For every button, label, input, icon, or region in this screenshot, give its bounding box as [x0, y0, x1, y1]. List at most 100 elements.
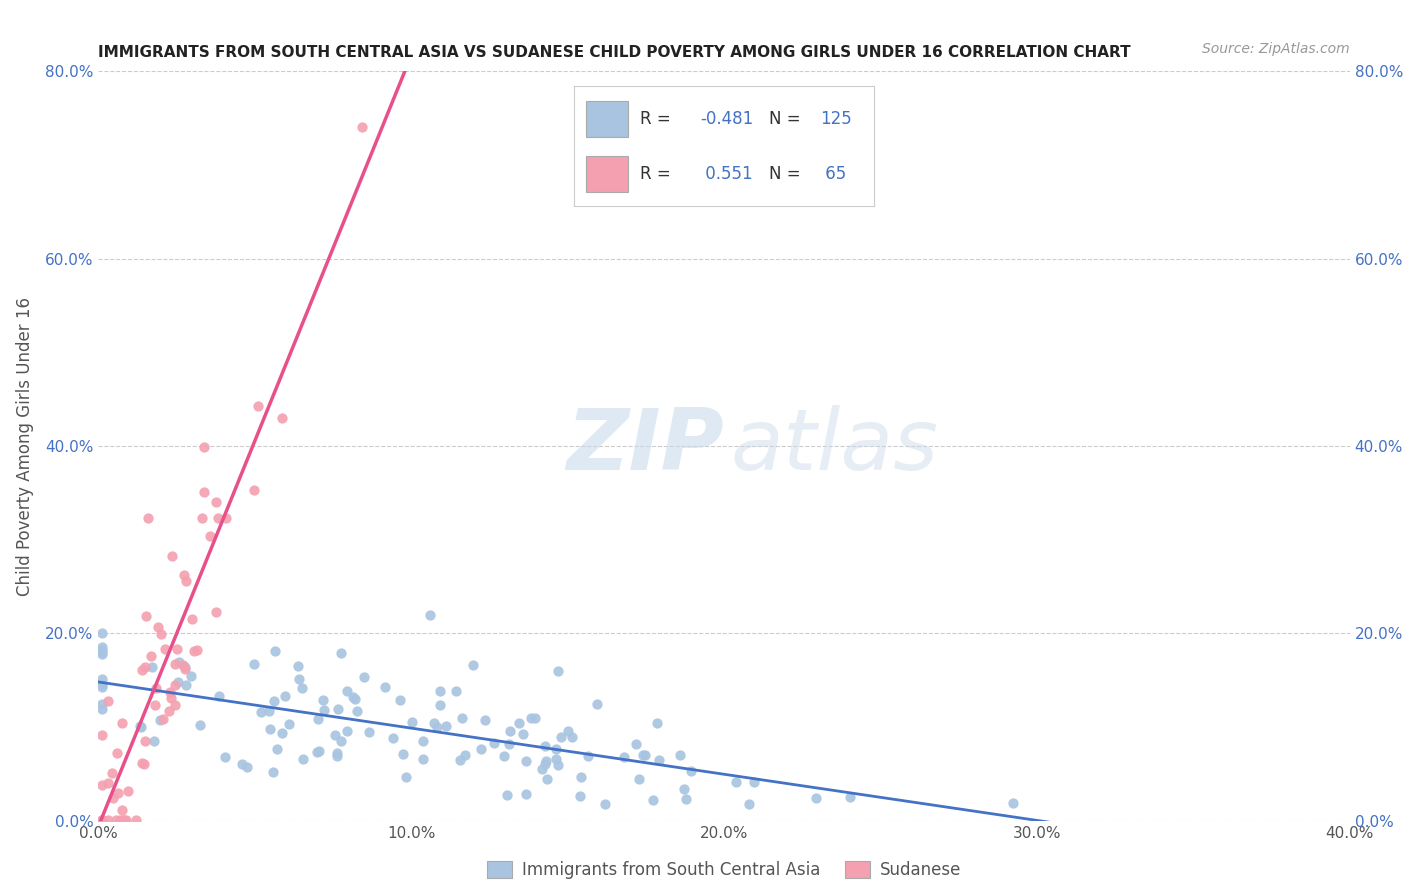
Point	[259, 723, 281, 737]
Point	[412, 734, 434, 748]
Point	[454, 748, 477, 763]
Point	[247, 399, 270, 413]
Point	[613, 749, 636, 764]
Point	[97, 776, 120, 790]
Point	[278, 717, 301, 731]
Point	[263, 644, 285, 658]
Point	[557, 723, 579, 738]
Point	[326, 749, 349, 764]
Point	[108, 813, 131, 827]
Point	[626, 737, 648, 751]
Point	[132, 757, 155, 772]
Point	[166, 642, 188, 657]
Point	[257, 704, 280, 718]
Point	[183, 644, 205, 658]
Point	[434, 719, 457, 733]
Point	[1001, 797, 1024, 811]
Point	[193, 485, 215, 500]
Point	[544, 752, 567, 766]
Point	[249, 705, 271, 719]
Point	[242, 483, 264, 497]
Point	[547, 758, 569, 772]
Point	[291, 752, 314, 766]
Point	[193, 440, 215, 454]
Point	[725, 775, 748, 789]
Point	[90, 813, 112, 827]
Point	[312, 703, 335, 717]
Point	[198, 529, 221, 543]
Point	[401, 714, 423, 729]
Point	[631, 747, 654, 762]
Point	[236, 759, 259, 773]
Point	[181, 612, 204, 626]
Point	[101, 790, 124, 805]
Point	[146, 620, 169, 634]
Point	[90, 697, 112, 711]
Point	[534, 754, 557, 768]
Point	[149, 713, 172, 727]
Point	[547, 664, 569, 678]
Point	[266, 742, 288, 756]
Point	[145, 681, 167, 696]
Point	[105, 813, 128, 827]
Text: ZIP: ZIP	[567, 404, 724, 488]
Point	[343, 691, 366, 706]
Point	[112, 813, 135, 827]
Point	[326, 702, 349, 716]
Point	[186, 642, 208, 657]
Point	[419, 608, 441, 623]
Point	[128, 719, 150, 733]
Point	[429, 684, 451, 698]
Point	[287, 659, 309, 673]
Point	[90, 643, 112, 657]
Point	[100, 765, 122, 780]
Point	[498, 737, 520, 751]
Point	[336, 684, 359, 698]
Point	[531, 762, 554, 776]
Point	[150, 627, 173, 641]
Point	[262, 764, 284, 779]
Point	[744, 774, 766, 789]
Point	[307, 712, 329, 726]
Point	[159, 685, 181, 699]
Point	[136, 510, 159, 524]
Point	[134, 734, 156, 748]
Point	[534, 739, 557, 754]
Point	[628, 772, 651, 786]
Point	[172, 657, 194, 672]
Point	[673, 782, 696, 797]
Point	[569, 789, 592, 804]
Point	[544, 741, 567, 756]
Point	[450, 711, 472, 725]
Point	[97, 813, 120, 827]
Point	[395, 770, 418, 784]
Point	[163, 678, 186, 692]
Point	[388, 693, 411, 707]
Point	[134, 660, 156, 674]
Point	[131, 663, 153, 677]
Point	[167, 674, 190, 689]
Point	[536, 772, 558, 787]
Point	[838, 789, 860, 804]
Point	[90, 680, 112, 694]
Point	[131, 756, 153, 770]
Point	[117, 784, 139, 798]
Point	[346, 704, 368, 718]
Point	[105, 746, 128, 760]
Point	[308, 743, 330, 757]
Point	[90, 728, 112, 742]
Point	[214, 750, 236, 764]
Point	[643, 793, 665, 807]
Point	[90, 678, 112, 692]
Point	[163, 698, 186, 712]
Point	[90, 672, 112, 686]
Point	[111, 716, 134, 731]
Point	[90, 702, 112, 716]
Point	[499, 724, 522, 739]
Point	[342, 690, 364, 704]
Text: IMMIGRANTS FROM SOUTH CENTRAL ASIA VS SUDANESE CHILD POVERTY AMONG GIRLS UNDER 1: IMMIGRANTS FROM SOUTH CENTRAL ASIA VS SU…	[98, 45, 1130, 61]
Point	[271, 726, 294, 740]
Point	[274, 689, 297, 703]
Point	[174, 659, 197, 673]
Point	[634, 747, 657, 762]
